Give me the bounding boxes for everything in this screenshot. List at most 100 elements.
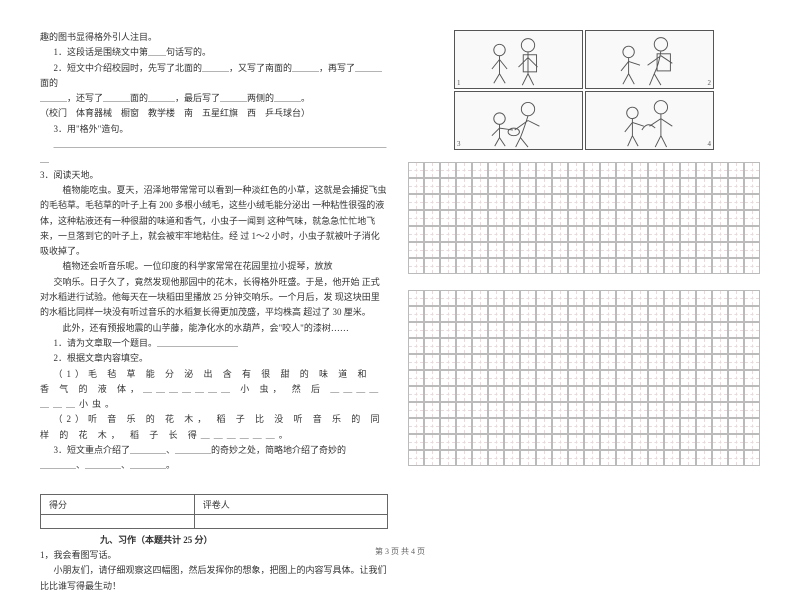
grid-cell [616,162,632,178]
grid-cell [456,450,472,466]
grid-cell [616,210,632,226]
grid-cell [536,210,552,226]
grid-cell [568,370,584,386]
grid-cell [584,258,600,274]
grid-cell [488,354,504,370]
grid-cell [712,258,728,274]
grid-cell [600,418,616,434]
grid-cell [472,226,488,242]
grid-cell [584,370,600,386]
grid-cell [616,354,632,370]
grid-cell [584,418,600,434]
grid-cell [520,258,536,274]
sub2a: （1）毛 毡 草 能 分 泌 出 含 有 很 甜 的 味 道 和 香 气 的 液… [40,367,388,413]
grid-cell [552,162,568,178]
grid-cell [600,386,616,402]
grid-cell [440,354,456,370]
grid-cell [712,370,728,386]
grid-cell [424,402,440,418]
grid-cell [712,242,728,258]
grid-cell [472,370,488,386]
comic-panel-1: 1 [454,30,583,89]
grid-cell [472,450,488,466]
grid-cell [456,162,472,178]
grid-cell [568,258,584,274]
grid-cell [728,194,744,210]
grid-cell [488,258,504,274]
grid-cell [440,194,456,210]
grid-cell [552,242,568,258]
grid-cell [648,162,664,178]
grid-cell [536,258,552,274]
grid-cell [632,290,648,306]
grid-cell [744,450,760,466]
grid-cell [664,290,680,306]
grid-cell [536,322,552,338]
grid-cell [440,434,456,450]
sub2b: （2）听 音 乐 的 花 木， 稻 子 比 没 听 音 乐 的 同 样 的 花 … [40,412,388,443]
grid-cell [744,306,760,322]
grid-cell [552,322,568,338]
para1: 植物能吃虫。夏天，沼泽地带常常可以看到一种淡红色的小草，这就是会捕捉飞虫的毛毡草… [40,183,388,259]
grid-cell [488,322,504,338]
grid-cell [648,242,664,258]
grid-cell [456,242,472,258]
grid-cell [632,322,648,338]
grid-cell [472,162,488,178]
grid-cell [424,354,440,370]
grid-cell [568,242,584,258]
grid-cell [664,258,680,274]
grid-cell [408,386,424,402]
grid-cell [632,178,648,194]
grid-cell [680,290,696,306]
grid-cell [632,306,648,322]
grid-cell [488,162,504,178]
grid-cell [488,242,504,258]
grid-cell [504,450,520,466]
score-label: 得分 [41,494,195,514]
grid-cell [488,290,504,306]
grid-cell [728,322,744,338]
grid-cell [536,450,552,466]
grid-cell [520,162,536,178]
grid-cell [712,162,728,178]
grid-cell [568,194,584,210]
grid-cell [504,226,520,242]
grid-cell [600,322,616,338]
grid-cell [616,450,632,466]
grid-cell [488,306,504,322]
grid-cell [744,226,760,242]
grid-cell [664,210,680,226]
grid-cell [584,210,600,226]
grid-cell [616,242,632,258]
grid-cell [568,322,584,338]
grid-cell [504,354,520,370]
left-column: 趣的图书显得格外引人注目。 1．这段话是围绕文中第＿＿句话写的。 2．短文中介绍… [40,30,388,545]
grid-cell [504,338,520,354]
grid-cell [504,418,520,434]
grid-cell [616,418,632,434]
grid-cell [600,306,616,322]
grid-cell [744,194,760,210]
grid-cell [680,242,696,258]
grid-cell [440,242,456,258]
grid-cell [744,210,760,226]
grid-cell [616,178,632,194]
grid-cell [696,338,712,354]
grid-cell [536,402,552,418]
grid-cell [600,290,616,306]
grid-cell [408,354,424,370]
grid-cell [648,370,664,386]
grid-cell [600,370,616,386]
grid-cell [456,290,472,306]
grid-cell [584,354,600,370]
grid-cell [440,370,456,386]
grid-cell [536,338,552,354]
grid-cell [552,354,568,370]
grid-cell [600,162,616,178]
grid-cell [712,210,728,226]
grid-cell [664,418,680,434]
grid-cell [520,338,536,354]
grid-cell [520,418,536,434]
grid-cell [536,306,552,322]
